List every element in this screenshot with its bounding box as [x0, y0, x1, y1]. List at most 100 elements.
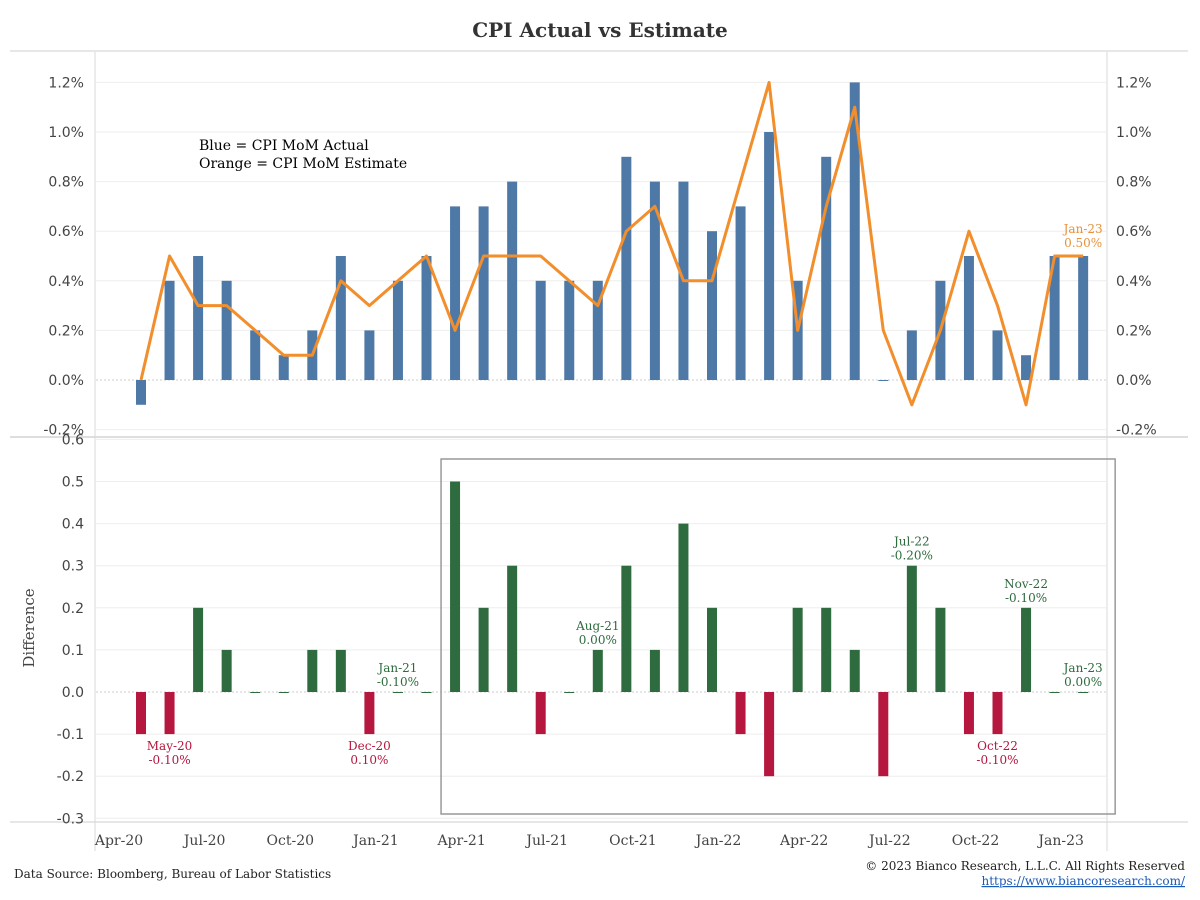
x-tick: Jul-22: [867, 833, 911, 849]
actual-bar: [707, 231, 717, 380]
difference-bar: [507, 565, 518, 692]
top-left-y-tick: 1.0%: [48, 125, 84, 141]
x-tick: Jan-22: [694, 833, 742, 849]
difference-annotation-label: Dec-20: [348, 739, 391, 753]
difference-annotation-value: -0.10%: [148, 753, 190, 767]
chart-title: CPI Actual vs Estimate: [472, 18, 728, 42]
difference-bar: [250, 692, 261, 693]
difference-bar: [278, 692, 289, 693]
actual-bar: [278, 355, 289, 380]
actual-bar: [849, 82, 860, 381]
difference-annotation-value: -0.10%: [976, 753, 1018, 767]
estimate-annotation-label: Jan-23: [1062, 222, 1103, 236]
bottom-y-tick: 0.4: [62, 517, 84, 533]
top-left-y-tick: 0.4%: [48, 274, 84, 290]
difference-bar: [392, 692, 403, 693]
difference-annotation-label: Oct-22: [977, 739, 1018, 753]
difference-annotation-label: May-20: [147, 739, 193, 753]
difference-bar: [621, 565, 632, 692]
actual-bar: [735, 206, 746, 380]
actual-bar: [221, 280, 232, 380]
legend-estimate: Orange = CPI MoM Estimate: [199, 156, 407, 172]
bottom-y-tick: -0.1: [57, 727, 84, 743]
difference-bar: [592, 649, 603, 692]
bottom-y-tick: 0.2: [62, 601, 84, 617]
data-source: Data Source: Bloomberg, Bureau of Labor …: [14, 867, 331, 881]
top-left-y-tick: 1.2%: [48, 75, 84, 91]
x-tick: Oct-22: [952, 833, 1000, 849]
difference-annotation-value: -0.10%: [377, 675, 419, 689]
difference-bar: [136, 692, 146, 735]
difference-bar: [906, 565, 917, 692]
difference-annotation-value: 0.10%: [350, 753, 388, 767]
top-right-y-tick: 0.0%: [1116, 373, 1152, 389]
difference-bar: [535, 692, 546, 735]
actual-bar: [193, 256, 204, 380]
difference-bar: [478, 607, 489, 692]
x-tick: Jan-23: [1036, 833, 1084, 849]
actual-bar: [478, 206, 489, 380]
difference-bar: [1049, 692, 1060, 693]
difference-bar: [678, 523, 689, 692]
actual-bar: [535, 280, 546, 380]
difference-annotation-value: -0.10%: [1005, 591, 1047, 605]
x-tick: Jan-21: [351, 833, 399, 849]
actual-bar: [621, 156, 632, 380]
difference-annotation-label: Jan-23: [1062, 661, 1103, 675]
actual-bar: [878, 380, 889, 381]
difference-bar: [849, 649, 860, 692]
bottom-y-tick: 0.5: [62, 475, 84, 491]
difference-bar: [792, 607, 803, 692]
top-left-y-tick: 0.8%: [48, 175, 84, 191]
estimate-line-group: [139, 80, 1084, 407]
bottom-y-tick: 0.0: [62, 685, 84, 701]
legend-actual: Blue = CPI MoM Actual: [199, 138, 369, 154]
actual-bar: [250, 330, 261, 380]
difference-bar: [764, 692, 775, 777]
actual-bar: [764, 132, 775, 380]
actual-bar: [136, 380, 146, 405]
top-right-y-tick: 0.6%: [1116, 224, 1152, 240]
top-right-y-tick: 0.8%: [1116, 175, 1152, 191]
bottom-y-tick: 0.6: [62, 432, 84, 448]
website-link[interactable]: https://www.biancoresearch.com/: [981, 874, 1185, 888]
difference-annotation-label: Jan-21: [376, 661, 417, 675]
actual-bar: [450, 206, 461, 380]
x-tick: Oct-21: [609, 833, 657, 849]
difference-axis-label: Difference: [20, 588, 38, 667]
x-tick: Apr-22: [779, 833, 828, 849]
top-left-y-tick: 0.2%: [48, 323, 84, 339]
difference-bar: [164, 692, 175, 735]
estimate-line: [139, 80, 1084, 407]
actual-bar: [1049, 256, 1060, 380]
difference-bar: [221, 649, 232, 692]
difference-bar: [364, 692, 375, 735]
x-tick: Oct-20: [267, 833, 315, 849]
difference-annotation-label: Nov-22: [1004, 577, 1048, 591]
actual-bar: [335, 256, 346, 380]
difference-bar: [878, 692, 889, 777]
x-tick: Jul-20: [182, 833, 226, 849]
difference-bars: [136, 481, 1089, 777]
difference-annotation-value: -0.20%: [891, 549, 933, 563]
difference-bar: [450, 481, 461, 692]
difference-bar: [564, 692, 575, 693]
x-tick: Apr-21: [436, 833, 485, 849]
actual-bar: [164, 280, 175, 380]
actual-bar: [1021, 355, 1032, 380]
x-tick: Jul-21: [524, 833, 568, 849]
bottom-y-tick: 0.3: [62, 559, 84, 575]
top-right-y-tick: 0.4%: [1116, 274, 1152, 290]
difference-bar: [1078, 692, 1089, 693]
difference-annotation-value: 0.00%: [579, 633, 617, 647]
top-right-y-tick: 1.0%: [1116, 125, 1152, 141]
difference-bar: [649, 649, 660, 692]
actual-bar: [963, 256, 974, 380]
difference-bar: [193, 607, 204, 692]
actual-bar: [507, 181, 518, 380]
actual-bar: [392, 280, 403, 380]
difference-bar: [707, 607, 717, 692]
actual-bar: [992, 330, 1003, 380]
